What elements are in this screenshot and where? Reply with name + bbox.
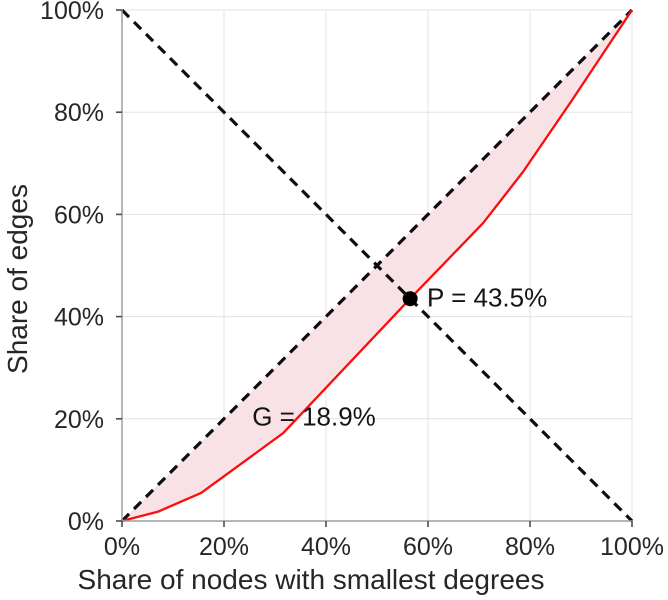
y-tick-label: 80% — [54, 99, 104, 127]
x-tick-label: 60% — [403, 533, 453, 561]
x-axis-title: Share of nodes with smallest degrees — [77, 564, 545, 595]
gini-annotation: G = 18.9% — [252, 401, 376, 432]
y-tick-label: 100% — [40, 0, 104, 25]
intersection-marker — [402, 291, 418, 307]
x-tick-label: 100% — [600, 533, 664, 561]
y-tick-label: 20% — [54, 406, 104, 434]
anti-diagonal-line — [120, 8, 634, 523]
p-value-annotation: P = 43.5% — [427, 282, 548, 313]
data-series — [120, 8, 634, 523]
y-tick-label: 40% — [54, 304, 104, 332]
y-axis-title: Share of edges — [2, 184, 33, 374]
x-tick-label: 40% — [301, 533, 351, 561]
y-tick-label: 0% — [68, 508, 104, 536]
x-tick-label: 0% — [104, 533, 140, 561]
y-tick-label: 60% — [54, 201, 104, 229]
p-intersection-dot — [402, 291, 418, 307]
tick-labels: 0% 20% 40% 60% 80% 100% 0% 20% 40% 60% 80% 100% — [40, 0, 664, 561]
axes-spines-and-ticks — [116, 9, 633, 527]
x-tick-label: 80% — [505, 533, 555, 561]
x-tick-label: 20% — [199, 533, 249, 561]
